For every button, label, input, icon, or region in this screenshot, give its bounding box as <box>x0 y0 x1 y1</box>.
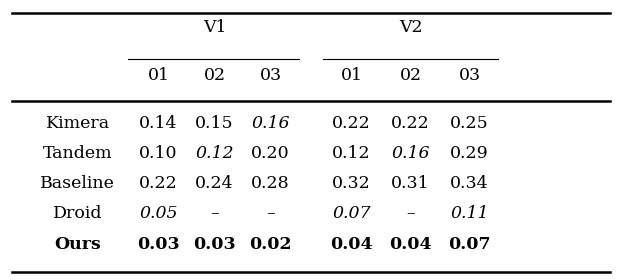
Text: Ours: Ours <box>54 236 101 253</box>
Text: –: – <box>210 206 219 222</box>
Text: Tandem: Tandem <box>43 145 113 162</box>
Text: 0.16: 0.16 <box>251 115 290 132</box>
Text: Kimera: Kimera <box>45 115 110 132</box>
Text: 0.07: 0.07 <box>332 206 371 222</box>
Text: 0.34: 0.34 <box>450 175 489 192</box>
Text: 0.03: 0.03 <box>193 236 236 253</box>
Text: 03: 03 <box>458 67 481 84</box>
Text: 0.16: 0.16 <box>391 145 430 162</box>
Text: 0.10: 0.10 <box>139 145 178 162</box>
Text: 02: 02 <box>203 67 226 84</box>
Text: 0.12: 0.12 <box>332 145 371 162</box>
Text: 0.32: 0.32 <box>332 175 371 192</box>
Text: 0.24: 0.24 <box>195 175 234 192</box>
Text: Baseline: Baseline <box>40 175 115 192</box>
Text: 0.04: 0.04 <box>389 236 432 253</box>
Text: 01: 01 <box>147 67 170 84</box>
Text: 0.04: 0.04 <box>330 236 373 253</box>
Text: 0.31: 0.31 <box>391 175 430 192</box>
Text: 02: 02 <box>399 67 422 84</box>
Text: Droid: Droid <box>53 206 103 222</box>
Text: 0.11: 0.11 <box>450 206 489 222</box>
Text: 03: 03 <box>259 67 282 84</box>
Text: 0.15: 0.15 <box>195 115 234 132</box>
Text: 0.22: 0.22 <box>391 115 430 132</box>
Text: 0.25: 0.25 <box>450 115 489 132</box>
Text: 0.02: 0.02 <box>249 236 292 253</box>
Text: 0.20: 0.20 <box>251 145 290 162</box>
Text: 01: 01 <box>340 67 363 84</box>
Text: 0.22: 0.22 <box>139 175 178 192</box>
Text: 0.12: 0.12 <box>195 145 234 162</box>
Text: 0.14: 0.14 <box>139 115 178 132</box>
Text: 0.22: 0.22 <box>332 115 371 132</box>
Text: –: – <box>406 206 415 222</box>
Text: 0.29: 0.29 <box>450 145 489 162</box>
Text: 0.28: 0.28 <box>251 175 290 192</box>
Text: V2: V2 <box>399 20 422 36</box>
Text: 0.03: 0.03 <box>137 236 180 253</box>
Text: V1: V1 <box>203 20 226 36</box>
Text: –: – <box>266 206 275 222</box>
Text: 0.07: 0.07 <box>448 236 491 253</box>
Text: 0.05: 0.05 <box>139 206 178 222</box>
